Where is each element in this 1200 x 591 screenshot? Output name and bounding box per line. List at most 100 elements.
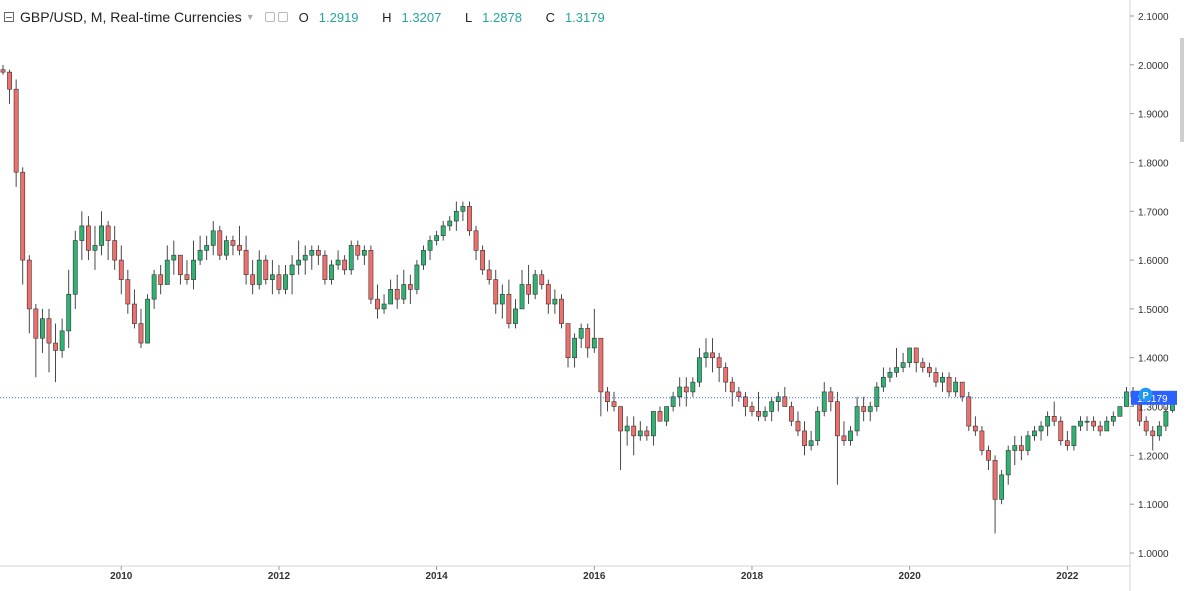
- candle[interactable]: [26, 255, 32, 334]
- candle[interactable]: [401, 269, 407, 305]
- candle[interactable]: [46, 308, 52, 373]
- candle[interactable]: [972, 416, 978, 436]
- candle[interactable]: [394, 274, 400, 309]
- candle[interactable]: [946, 372, 952, 397]
- candle[interactable]: [552, 289, 558, 314]
- candle[interactable]: [440, 221, 446, 241]
- candle[interactable]: [1012, 435, 1018, 466]
- candle[interactable]: [191, 240, 196, 290]
- candle[interactable]: [1032, 426, 1037, 441]
- candle[interactable]: [572, 333, 577, 368]
- candle[interactable]: [677, 377, 683, 407]
- collapse-icon[interactable]: [4, 12, 14, 22]
- candle[interactable]: [453, 201, 459, 231]
- candle[interactable]: [670, 391, 676, 412]
- candle[interactable]: [40, 308, 45, 353]
- candle[interactable]: [611, 391, 617, 412]
- candle[interactable]: [263, 255, 269, 285]
- candle[interactable]: [276, 264, 282, 295]
- candle[interactable]: [86, 216, 91, 261]
- candle[interactable]: [933, 367, 939, 388]
- symbol-title[interactable]: GBP/USD, M, Real-time Currencies: [20, 9, 242, 25]
- candle[interactable]: [289, 255, 295, 295]
- candle[interactable]: [322, 250, 328, 285]
- candle[interactable]: [1110, 411, 1116, 427]
- candle[interactable]: [20, 167, 26, 285]
- candle[interactable]: [1150, 426, 1156, 451]
- candle[interactable]: [618, 406, 623, 471]
- candle[interactable]: [1071, 425, 1077, 451]
- candle[interactable]: [808, 430, 814, 451]
- candle[interactable]: [907, 347, 913, 368]
- candle[interactable]: [145, 294, 150, 344]
- candle[interactable]: [210, 221, 216, 256]
- candle[interactable]: [467, 201, 472, 236]
- candle[interactable]: [894, 347, 899, 378]
- candle[interactable]: [33, 304, 39, 378]
- candle[interactable]: [585, 323, 591, 358]
- candle[interactable]: [651, 411, 656, 446]
- candle[interactable]: [743, 391, 748, 417]
- candle[interactable]: [940, 372, 945, 392]
- hide-icon[interactable]: [277, 12, 288, 22]
- candle[interactable]: [999, 470, 1005, 505]
- candle[interactable]: [0, 64, 6, 75]
- candle[interactable]: [480, 245, 486, 275]
- candle[interactable]: [355, 240, 361, 261]
- candle[interactable]: [1104, 416, 1110, 432]
- candle[interactable]: [414, 260, 420, 295]
- candle[interactable]: [769, 396, 775, 422]
- candle[interactable]: [959, 381, 965, 402]
- candle[interactable]: [578, 323, 584, 348]
- candle[interactable]: [775, 391, 781, 412]
- candle[interactable]: [880, 367, 886, 392]
- candle[interactable]: [184, 260, 190, 285]
- candle[interactable]: [197, 235, 203, 265]
- candle[interactable]: [283, 264, 288, 295]
- candle[interactable]: [854, 396, 860, 436]
- candle[interactable]: [256, 250, 262, 290]
- candle[interactable]: [164, 245, 170, 285]
- candle[interactable]: [802, 421, 807, 456]
- candle[interactable]: [559, 294, 564, 329]
- candle[interactable]: [506, 279, 512, 329]
- candle[interactable]: [526, 264, 531, 305]
- candle[interactable]: [1038, 421, 1044, 441]
- candle[interactable]: [105, 221, 111, 261]
- candle[interactable]: [92, 225, 98, 270]
- settings-icon[interactable]: [264, 12, 275, 22]
- candle[interactable]: [874, 382, 880, 412]
- candle[interactable]: [1163, 406, 1169, 431]
- candle[interactable]: [59, 318, 65, 358]
- candle[interactable]: [434, 230, 440, 246]
- candle[interactable]: [1051, 401, 1057, 427]
- candle[interactable]: [841, 421, 847, 446]
- candle[interactable]: [342, 255, 348, 275]
- candle[interactable]: [723, 362, 729, 392]
- candle[interactable]: [690, 377, 696, 397]
- candle[interactable]: [132, 289, 137, 329]
- candle[interactable]: [605, 387, 610, 412]
- candle[interactable]: [545, 279, 551, 314]
- candle[interactable]: [493, 269, 499, 314]
- candle[interactable]: [624, 416, 630, 446]
- candle[interactable]: [749, 401, 755, 417]
- candle[interactable]: [237, 225, 242, 256]
- candle[interactable]: [1078, 416, 1083, 431]
- candle[interactable]: [7, 69, 12, 104]
- candle[interactable]: [900, 352, 906, 373]
- candle[interactable]: [1091, 416, 1097, 431]
- candle[interactable]: [729, 377, 735, 407]
- candle[interactable]: [1018, 435, 1024, 461]
- candle[interactable]: [99, 211, 104, 256]
- candle[interactable]: [427, 235, 433, 261]
- candle[interactable]: [703, 338, 709, 368]
- candle[interactable]: [953, 377, 959, 397]
- candle[interactable]: [269, 260, 275, 295]
- candle[interactable]: [591, 308, 597, 353]
- candle[interactable]: [473, 225, 479, 261]
- candle[interactable]: [1097, 421, 1103, 436]
- candle[interactable]: [1117, 406, 1123, 417]
- candle[interactable]: [986, 445, 991, 471]
